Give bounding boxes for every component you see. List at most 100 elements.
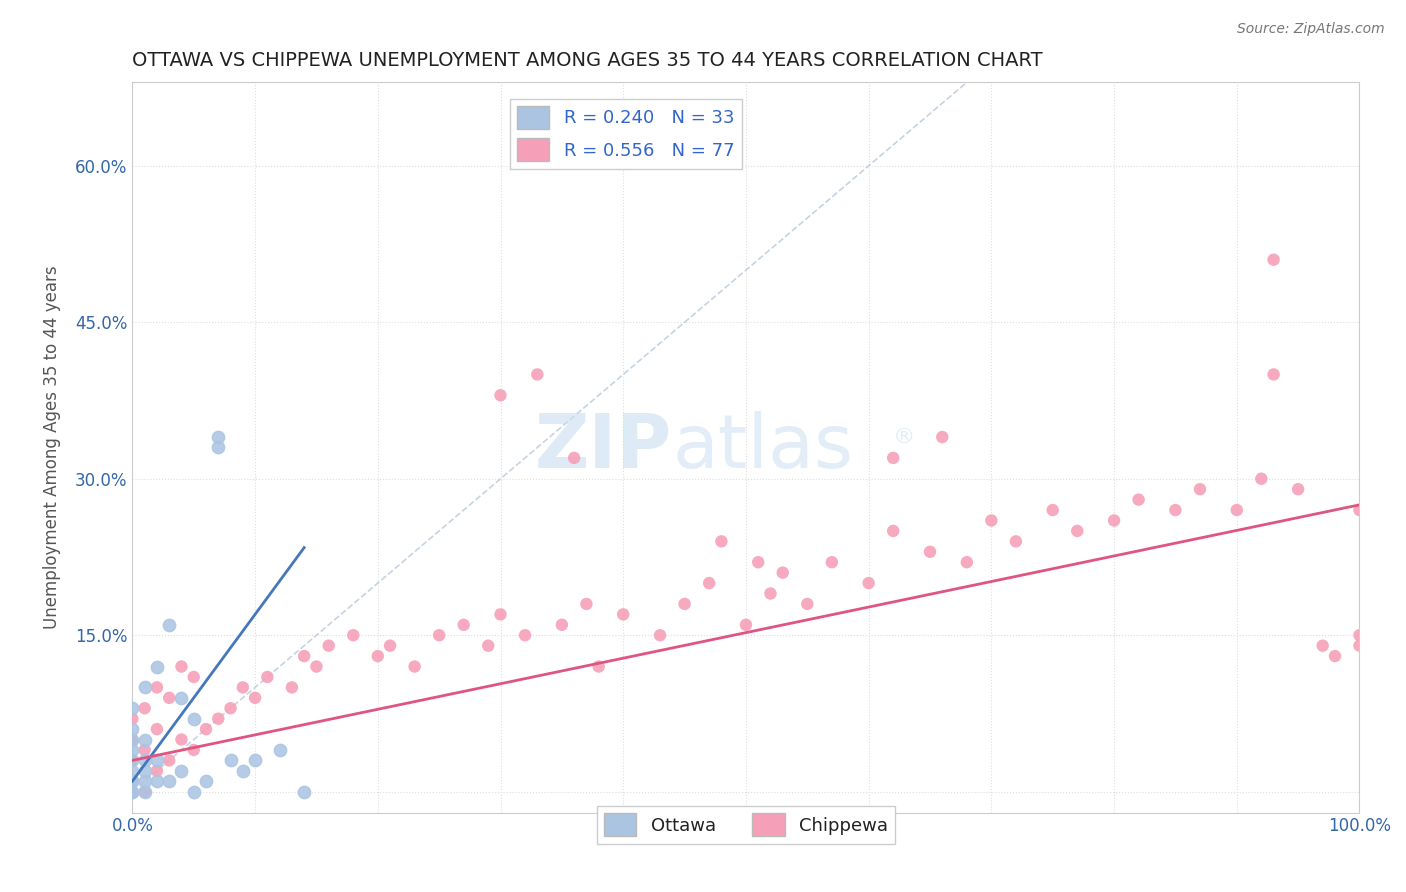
Point [453,617,475,632]
Point [697,576,720,591]
Point [980,513,1002,527]
Point [134,785,156,799]
Point [1348,503,1371,517]
Point [170,764,193,778]
Point [1323,649,1346,664]
Point [157,774,180,789]
Point [146,764,169,778]
Point [882,450,904,465]
Point [134,753,156,767]
Point [588,659,610,673]
Point [1188,482,1211,496]
Text: atlas: atlas [672,411,853,484]
Point [183,785,205,799]
Point [342,628,364,642]
Point [612,607,634,622]
Point [256,670,278,684]
Point [747,555,769,569]
Text: OTTAWA VS CHIPPEWA UNEMPLOYMENT AMONG AGES 35 TO 44 YEARS CORRELATION CHART: OTTAWA VS CHIPPEWA UNEMPLOYMENT AMONG AG… [132,51,1043,70]
Point [121,764,143,778]
Point [183,670,205,684]
Point [1263,368,1285,382]
Point [121,743,143,757]
Point [219,753,242,767]
Point [134,774,156,789]
Point [551,617,574,632]
Point [882,524,904,538]
Point [170,732,193,747]
Point [243,690,266,705]
Legend: Ottawa, Chippewa: Ottawa, Chippewa [596,806,896,844]
Point [157,617,180,632]
Point [918,545,941,559]
Point [1066,524,1088,538]
Point [710,534,733,549]
Point [121,753,143,767]
Point [207,712,229,726]
Point [1348,639,1371,653]
Point [146,659,169,673]
Point [735,617,758,632]
Point [207,441,229,455]
Point [489,388,512,402]
Point [292,649,315,664]
Point [269,743,291,757]
Point [1348,628,1371,642]
Point [292,785,315,799]
Point [195,774,218,789]
Point [367,649,389,664]
Y-axis label: Unemployment Among Ages 35 to 44 years: Unemployment Among Ages 35 to 44 years [44,266,60,629]
Point [134,701,156,715]
Point [134,732,156,747]
Point [121,701,143,715]
Point [1312,639,1334,653]
Point [1128,492,1150,507]
Point [134,681,156,695]
Point [134,764,156,778]
Point [305,659,328,673]
Point [673,597,696,611]
Point [157,753,180,767]
Point [821,555,844,569]
Text: Source: ZipAtlas.com: Source: ZipAtlas.com [1237,22,1385,37]
Point [1102,513,1125,527]
Point [796,597,818,611]
Point [146,774,169,789]
Point [772,566,794,580]
Point [956,555,979,569]
Point [477,639,499,653]
Point [1250,472,1272,486]
Point [157,690,180,705]
Point [183,712,205,726]
Point [121,732,143,747]
Point [121,785,143,799]
Point [121,712,143,726]
Point [134,743,156,757]
Point [219,701,242,715]
Point [1263,252,1285,267]
Point [281,681,304,695]
Point [318,639,340,653]
Point [232,764,254,778]
Point [146,753,169,767]
Point [121,774,143,789]
Point [404,659,426,673]
Point [121,753,143,767]
Point [1226,503,1249,517]
Point [858,576,880,591]
Point [121,785,143,799]
Point [170,690,193,705]
Point [1286,482,1309,496]
Point [170,659,193,673]
Point [1164,503,1187,517]
Point [183,743,205,757]
Point [427,628,450,642]
Point [121,774,143,789]
Point [121,785,143,799]
Point [243,753,266,767]
Point [648,628,671,642]
Text: ZIP: ZIP [536,411,672,484]
Text: ®: ® [893,426,915,447]
Point [207,430,229,444]
Point [759,586,782,600]
